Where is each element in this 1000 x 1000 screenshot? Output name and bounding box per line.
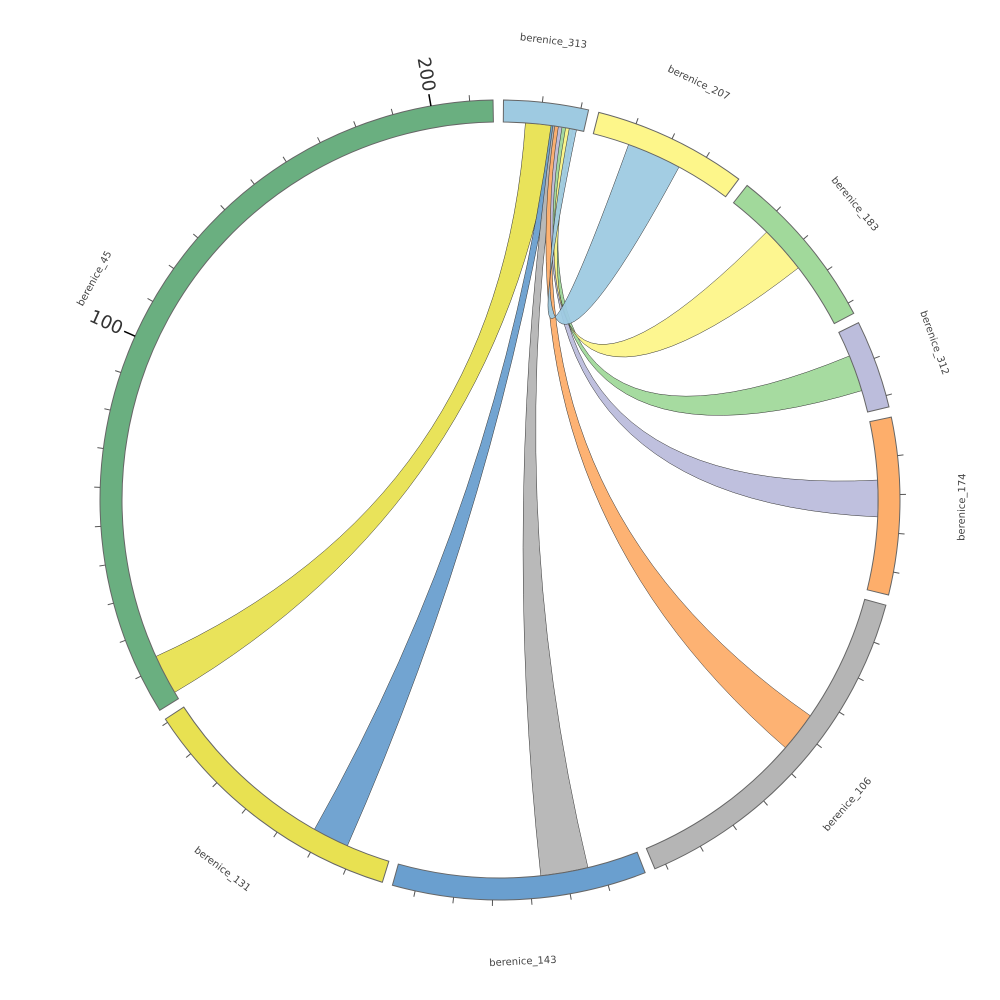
tick bbox=[192, 233, 199, 239]
major-tick bbox=[428, 94, 432, 107]
tick bbox=[607, 884, 611, 892]
tick-label: 200 bbox=[413, 56, 440, 93]
tick bbox=[898, 532, 905, 535]
tick bbox=[413, 890, 416, 897]
tick bbox=[885, 393, 893, 397]
tick bbox=[665, 863, 669, 870]
segment-arc bbox=[99, 99, 494, 711]
tick bbox=[827, 266, 833, 271]
tick bbox=[893, 571, 900, 574]
tick bbox=[671, 133, 676, 140]
segment-label: berenice_207 bbox=[666, 64, 732, 103]
tick bbox=[390, 108, 394, 115]
links bbox=[155, 122, 879, 877]
tick bbox=[452, 897, 455, 904]
segment-arc bbox=[866, 416, 901, 596]
tick bbox=[212, 782, 218, 788]
tick bbox=[705, 151, 710, 158]
tick bbox=[353, 121, 357, 128]
tick bbox=[168, 264, 175, 269]
tick bbox=[185, 753, 192, 758]
tick bbox=[115, 370, 122, 374]
segment-label: berenice_45 bbox=[76, 249, 115, 308]
segment-arc bbox=[838, 321, 890, 413]
tick bbox=[99, 564, 106, 567]
segment-label: berenice_312 bbox=[917, 309, 950, 376]
segment-arc bbox=[164, 706, 390, 883]
tick bbox=[699, 845, 704, 852]
tick bbox=[816, 743, 822, 749]
tick bbox=[342, 868, 347, 875]
tick bbox=[273, 831, 278, 838]
tick bbox=[897, 454, 904, 457]
segment-arc bbox=[732, 184, 855, 325]
tick bbox=[838, 711, 845, 716]
tick bbox=[857, 677, 864, 682]
tick bbox=[147, 298, 154, 302]
segment-label: berenice_183 bbox=[829, 175, 881, 234]
tick bbox=[104, 408, 111, 411]
tick bbox=[135, 675, 142, 680]
tick bbox=[282, 156, 287, 163]
segment-label: berenice_131 bbox=[192, 845, 252, 894]
segment-arc bbox=[645, 598, 887, 870]
tick bbox=[569, 893, 572, 900]
tick bbox=[873, 641, 880, 645]
segment-label: berenice_313 bbox=[519, 32, 587, 51]
tick-label: 100 bbox=[86, 306, 126, 339]
tick bbox=[776, 206, 782, 212]
segment-label: berenice_143 bbox=[489, 955, 557, 969]
tick bbox=[803, 235, 809, 240]
tick bbox=[97, 447, 104, 449]
tick bbox=[162, 721, 168, 727]
tick bbox=[732, 824, 737, 831]
tick bbox=[119, 639, 126, 643]
segment-label: berenice_106 bbox=[821, 776, 874, 834]
tick bbox=[317, 137, 321, 143]
tick bbox=[220, 205, 226, 211]
segment-arc bbox=[391, 851, 646, 901]
tick bbox=[791, 773, 797, 779]
segment-label: berenice_174 bbox=[956, 473, 968, 541]
tick bbox=[241, 808, 247, 814]
tick bbox=[847, 299, 854, 304]
tick bbox=[250, 179, 255, 185]
tick bbox=[635, 118, 639, 125]
chord bbox=[547, 128, 680, 325]
tick bbox=[107, 602, 114, 606]
segment-arc bbox=[502, 99, 590, 132]
tick bbox=[580, 102, 583, 109]
tick bbox=[873, 355, 880, 359]
tick bbox=[763, 800, 768, 806]
tick bbox=[307, 852, 311, 858]
tick bbox=[541, 96, 544, 103]
segment-arc bbox=[592, 111, 740, 198]
major-tick bbox=[123, 330, 136, 337]
